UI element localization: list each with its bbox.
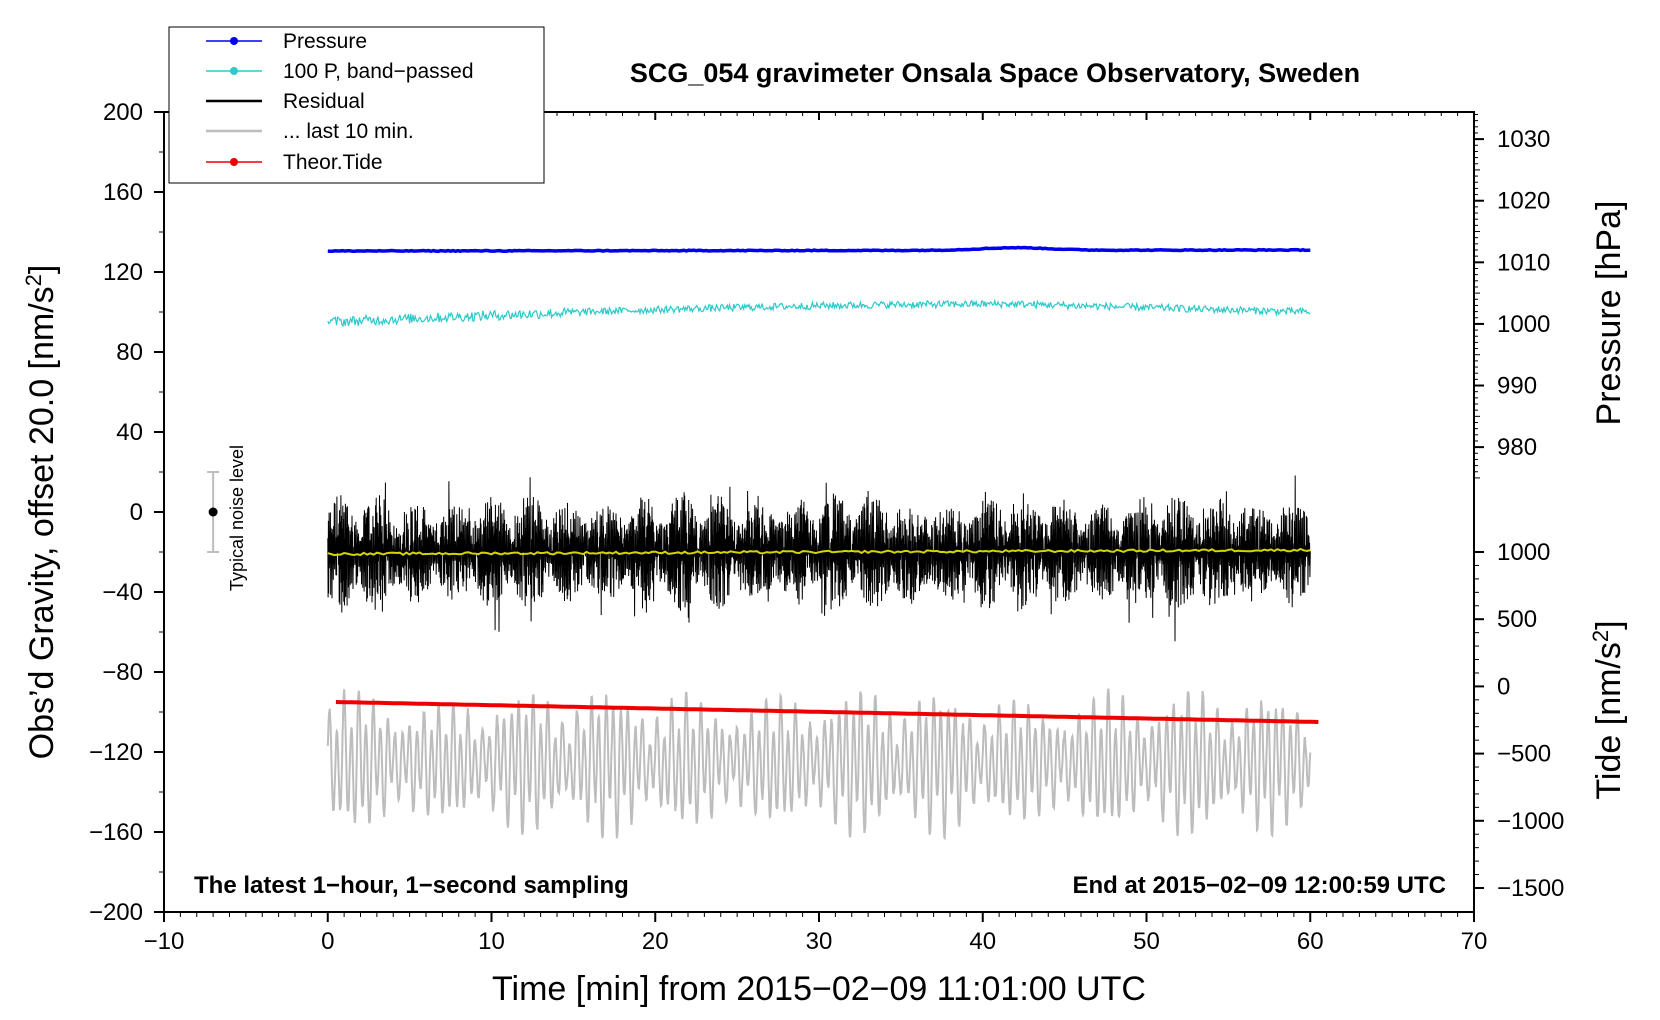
tide-tick-label: 0 xyxy=(1497,673,1510,700)
pressure-tick-label: 980 xyxy=(1497,434,1537,461)
noise-center-dot xyxy=(208,507,218,517)
y-axis-title-pressure: Pressure [hPa] xyxy=(1590,201,1628,426)
y-left-tick-label: 120 xyxy=(103,259,143,286)
y-left-tick-label: 200 xyxy=(103,99,143,126)
pressure-tick-label: 1000 xyxy=(1497,311,1550,338)
y-left-tick-label: 160 xyxy=(103,179,143,206)
y-left-title-main: Obs’d Gravity, offset 20.0 [nm/s xyxy=(23,286,61,759)
tide-tick-label: 500 xyxy=(1497,606,1537,633)
legend-label-bandpassed: 100 P, band−passed xyxy=(283,60,474,83)
legend-box xyxy=(168,26,545,184)
axes-layer: −10 0 10 20 30 40 50 60 7020016012080400−40−80−1… xyxy=(89,99,1564,955)
tide-title-close: ] xyxy=(1590,620,1628,629)
legend-label-last10: ... last 10 min. xyxy=(283,120,414,143)
y-left-tick-label: 80 xyxy=(116,339,143,366)
tide-tick-label: −500 xyxy=(1497,741,1551,768)
y-left-tick-label: 0 xyxy=(130,499,143,526)
legend-item-bandpassed: 100 P, band−passed xyxy=(206,60,474,83)
noise-indicator xyxy=(207,471,220,553)
legend-label-pressure: Pressure xyxy=(283,30,367,53)
x-tick-label: 60 xyxy=(1297,928,1324,955)
legend-marker-bandpassed xyxy=(230,67,238,75)
y-left-title-sup: 2 xyxy=(21,274,46,286)
y-left-tick-label: −160 xyxy=(89,819,143,846)
legend-label-tide: Theor.Tide xyxy=(283,151,383,174)
noise-level-label: Typical noise level xyxy=(227,445,247,591)
legend-item-tide: Theor.Tide xyxy=(206,151,383,174)
last10-series xyxy=(326,688,1312,841)
legend-item-last10: ... last 10 min. xyxy=(206,120,414,143)
pressure-series xyxy=(327,245,1311,254)
chart-title: SCG_054 gravimeter Onsala Space Observat… xyxy=(630,58,1360,88)
legend-item-residual: Residual xyxy=(206,90,365,113)
x-tick-label: 70 xyxy=(1461,928,1488,955)
x-axis-title: Time [min] from 2015−02−09 11:01:00 UTC xyxy=(492,970,1146,1008)
residual-series xyxy=(327,475,1311,642)
residual-smoothed-series xyxy=(327,547,1311,557)
y-left-tick-label: −40 xyxy=(102,579,143,606)
y-axis-title-tide: Tide [nm/s2] xyxy=(1588,620,1628,799)
tide-tick-label: −1500 xyxy=(1497,875,1564,902)
x-tick-label: 50 xyxy=(1133,928,1160,955)
y-left-tick-label: −120 xyxy=(89,739,143,766)
sampling-note: The latest 1−hour, 1−second sampling xyxy=(194,872,629,899)
pressure-tick-label: 1030 xyxy=(1497,126,1550,153)
legend-marker-tide xyxy=(230,158,238,166)
x-tick-label: 30 xyxy=(806,928,833,955)
tide-series xyxy=(335,700,1319,724)
y-left-tick-label: 40 xyxy=(116,419,143,446)
pressure-tick-label: 990 xyxy=(1497,373,1537,400)
tide-title-sup: 2 xyxy=(1588,630,1613,642)
pressure-tick-label: 1010 xyxy=(1497,249,1550,276)
x-tick-label: 0 xyxy=(321,928,334,955)
tide-title-main: Tide [nm/s xyxy=(1590,642,1628,799)
bandpassed-series xyxy=(327,298,1311,328)
series-layer xyxy=(326,245,1319,841)
y-axis-title-left: Obs’d Gravity, offset 20.0 [nm/s2] xyxy=(21,265,61,760)
legend-item-pressure: Pressure xyxy=(206,30,367,53)
y-left-tick-label: −80 xyxy=(102,659,143,686)
legend-label-residual: Residual xyxy=(283,90,365,113)
tide-tick-label: −1000 xyxy=(1497,808,1564,835)
x-tick-label: 20 xyxy=(642,928,669,955)
x-tick-label: 10 xyxy=(478,928,505,955)
y-left-tick-label: −200 xyxy=(89,899,143,926)
x-tick-label: −10 xyxy=(144,928,185,955)
pressure-tick-label: 1020 xyxy=(1497,188,1550,215)
end-time-note: End at 2015−02−09 12:00:59 UTC xyxy=(1072,872,1446,899)
legend-marker-pressure xyxy=(230,37,238,45)
x-tick-label: 40 xyxy=(969,928,996,955)
legend: Pressure 100 P, band−passed Residual ...… xyxy=(168,26,545,184)
y-left-title-close: ] xyxy=(23,265,61,274)
tide-tick-label: 1000 xyxy=(1497,539,1550,566)
